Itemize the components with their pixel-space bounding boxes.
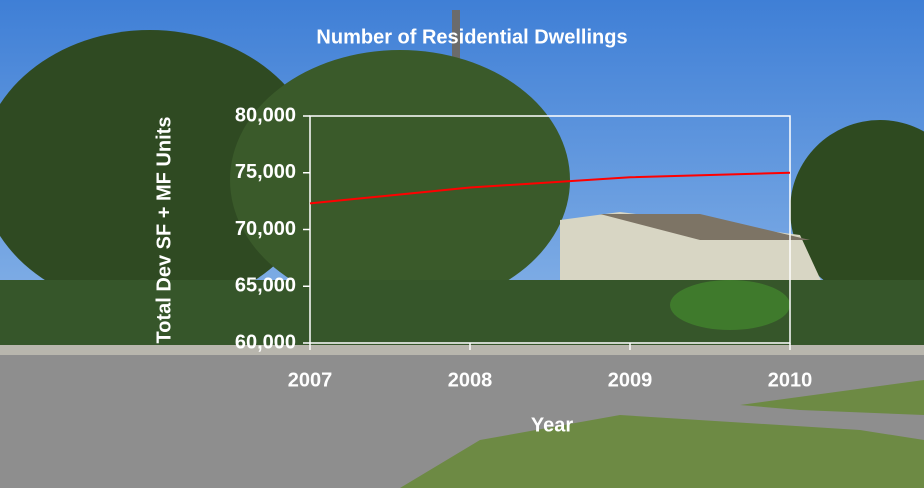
y-tick-label: 75,000	[235, 161, 296, 183]
y-tick-label: 70,000	[235, 218, 296, 240]
x-tick-label: 2008	[448, 369, 493, 391]
y-axis-label: Total Dev SF + MF Units	[153, 117, 175, 344]
x-tick-label: 2007	[288, 369, 333, 391]
chart: Number of Residential Dwellings Year Tot…	[0, 0, 924, 488]
x-axis-label: Year	[531, 414, 573, 436]
x-tick-label: 2009	[608, 369, 653, 391]
x-tick-label: 2010	[768, 369, 813, 391]
background-photo	[0, 0, 924, 488]
y-tick-label: 65,000	[235, 275, 296, 297]
y-tick-label: 60,000	[235, 331, 296, 353]
chart-title: Number of Residential Dwellings	[316, 26, 627, 48]
y-tick-label: 80,000	[235, 104, 296, 126]
